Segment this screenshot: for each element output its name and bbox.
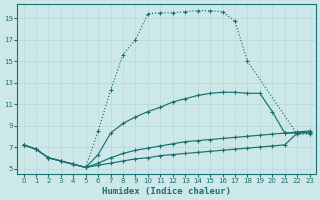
X-axis label: Humidex (Indice chaleur): Humidex (Indice chaleur) xyxy=(102,187,231,196)
